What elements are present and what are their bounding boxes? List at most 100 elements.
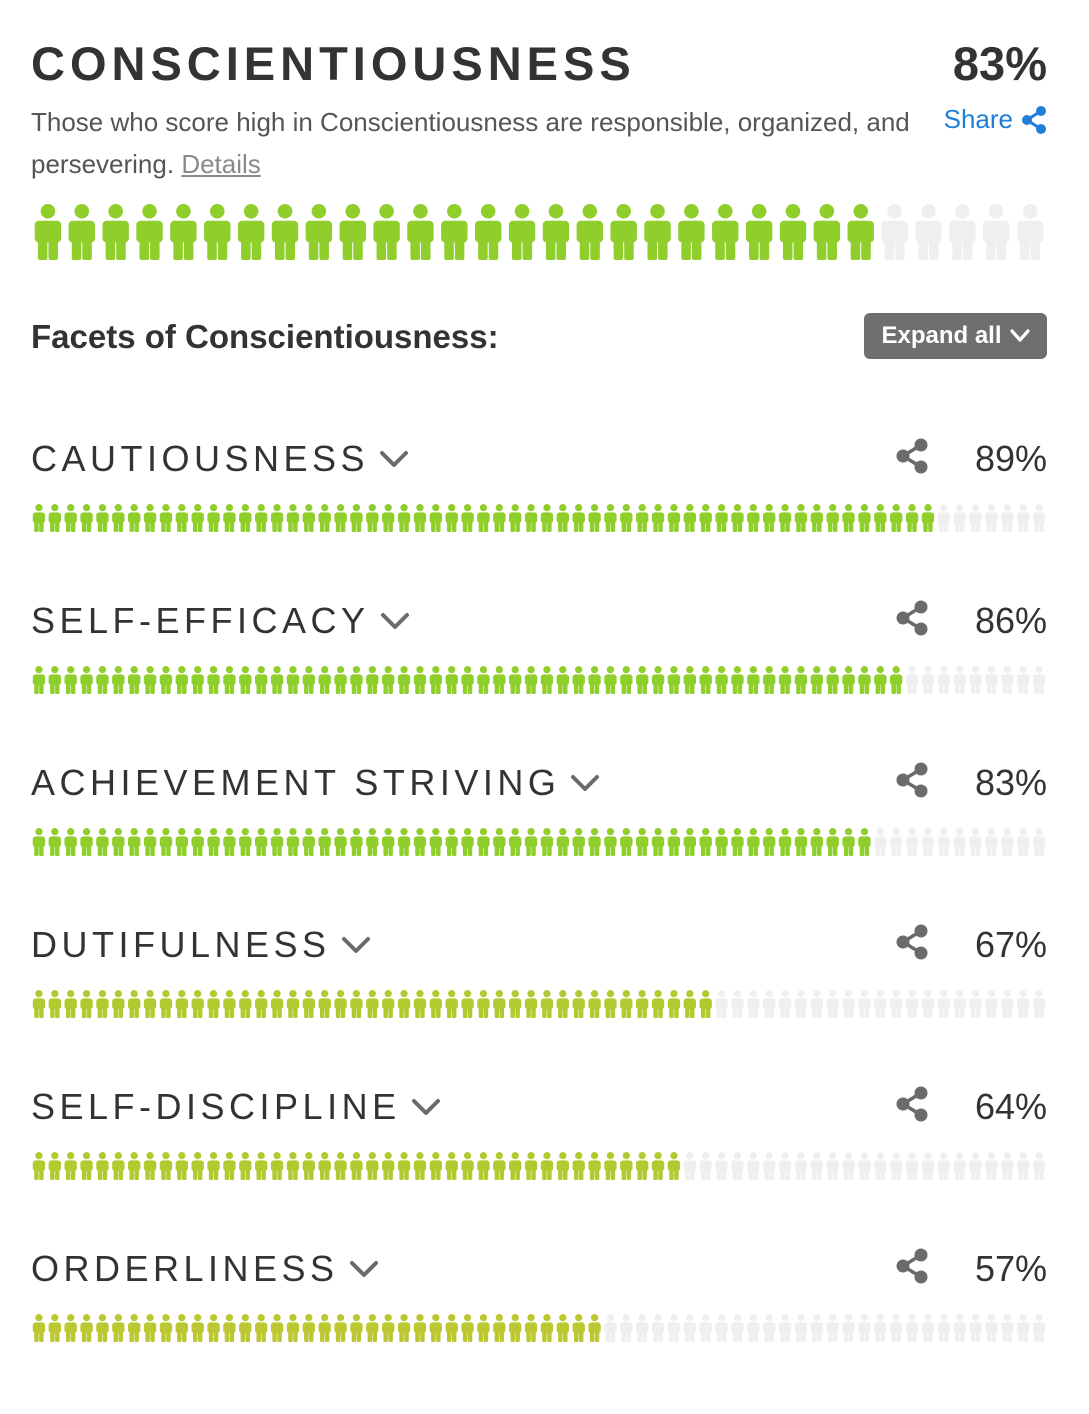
person-icon: [48, 1314, 62, 1342]
person-icon: [96, 1314, 109, 1342]
person-icon: [493, 1314, 506, 1342]
person-icon: [80, 828, 93, 856]
facet-toggle[interactable]: SELF-DISCIPLINE: [31, 1086, 441, 1128]
chevron-down-icon: [349, 1261, 378, 1277]
person-icon: [699, 1314, 712, 1342]
person-icon: [477, 504, 490, 532]
person-icon: [810, 1152, 824, 1180]
person-icon: [712, 204, 739, 260]
facet-dutifulness: DUTIFULNESS 67%: [31, 922, 1047, 1032]
person-icon: [48, 990, 62, 1018]
person-icon: [191, 990, 204, 1018]
facet-toggle[interactable]: ACHIEVEMENT STRIVING: [31, 762, 600, 804]
person-icon: [667, 828, 681, 856]
person-icon: [80, 990, 93, 1018]
person-icon: [1016, 1152, 1030, 1180]
person-icon: [813, 204, 841, 260]
share-icon[interactable]: [895, 1086, 929, 1122]
person-icon: [413, 666, 427, 694]
chevron-down-icon: [380, 613, 409, 629]
person-icon: [175, 990, 189, 1018]
person-icon: [921, 828, 935, 856]
facet-toggle[interactable]: ORDERLINESS: [31, 1248, 379, 1290]
expand-all-button[interactable]: Expand all: [864, 313, 1047, 359]
person-icon: [953, 1152, 966, 1180]
person-icon: [191, 504, 204, 532]
person-icon: [683, 1314, 697, 1342]
person-icon: [477, 1314, 490, 1342]
person-icon: [858, 1314, 871, 1342]
person-icon: [366, 1314, 379, 1342]
person-icon: [270, 666, 284, 694]
person-icon: [441, 204, 468, 260]
person-icon: [286, 1314, 300, 1342]
person-icon: [239, 666, 252, 694]
person-icon: [397, 1314, 411, 1342]
person-icon: [239, 504, 252, 532]
person-icon: [699, 504, 712, 532]
person-icon: [937, 990, 951, 1018]
person-icon: [858, 1152, 871, 1180]
person-icon: [1001, 990, 1014, 1018]
person-icon: [905, 1314, 919, 1342]
person-icon: [445, 504, 458, 532]
person-icon: [874, 828, 887, 856]
person-icon: [239, 828, 252, 856]
share-icon[interactable]: [895, 438, 929, 474]
person-icon: [175, 504, 189, 532]
person-icon: [429, 666, 443, 694]
share-icon[interactable]: [895, 762, 929, 798]
person-icon: [397, 990, 411, 1018]
person-icon: [540, 666, 554, 694]
person-icon: [969, 504, 982, 532]
facet-toggle[interactable]: DUTIFULNESS: [31, 924, 371, 966]
facet-name: SELF-DISCIPLINE: [31, 1086, 401, 1127]
person-icon: [127, 504, 141, 532]
person-icon: [778, 828, 792, 856]
person-icon: [254, 1314, 268, 1342]
person-icon: [96, 666, 109, 694]
facet-percent: 64%: [974, 1086, 1047, 1127]
person-icon: [204, 204, 231, 260]
person-icon: [985, 1152, 998, 1180]
person-icon: [270, 1152, 284, 1180]
facet-self-efficacy: SELF-EFFICACY 86%: [31, 598, 1047, 708]
person-icon: [48, 666, 62, 694]
person-icon: [508, 990, 522, 1018]
person-icon: [143, 828, 157, 856]
share-icon[interactable]: [895, 924, 929, 960]
facet-toggle[interactable]: CAUTIOUSNESS: [31, 438, 409, 480]
person-icon: [493, 504, 506, 532]
person-icon: [96, 828, 109, 856]
person-icon: [175, 828, 189, 856]
person-icon: [699, 990, 712, 1018]
person-icon: [318, 990, 331, 1018]
person-icon: [207, 1314, 220, 1342]
person-icon: [604, 504, 617, 532]
details-link[interactable]: Details: [181, 149, 261, 179]
person-icon: [112, 828, 125, 856]
person-icon: [937, 1314, 951, 1342]
share-icon[interactable]: [895, 1248, 929, 1284]
person-icon: [905, 990, 919, 1018]
person-icon: [953, 1314, 966, 1342]
person-icon: [905, 828, 919, 856]
share-button[interactable]: Share: [944, 104, 1047, 135]
facet-toggle[interactable]: SELF-EFFICACY: [31, 600, 410, 642]
person-icon: [969, 990, 982, 1018]
person-icon: [381, 1152, 395, 1180]
person-icon: [620, 828, 633, 856]
person-icon: [921, 990, 935, 1018]
person-icon: [715, 1152, 728, 1180]
person-icon: [542, 204, 570, 260]
person-icon: [143, 504, 157, 532]
share-icon[interactable]: [895, 600, 929, 636]
person-icon: [556, 828, 570, 856]
person-icon: [334, 990, 347, 1018]
person-icon: [302, 828, 316, 856]
person-icon: [889, 666, 903, 694]
facet-people-bar: [32, 828, 1046, 856]
person-icon: [32, 828, 46, 856]
person-icon: [826, 828, 839, 856]
person-icon: [112, 990, 125, 1018]
